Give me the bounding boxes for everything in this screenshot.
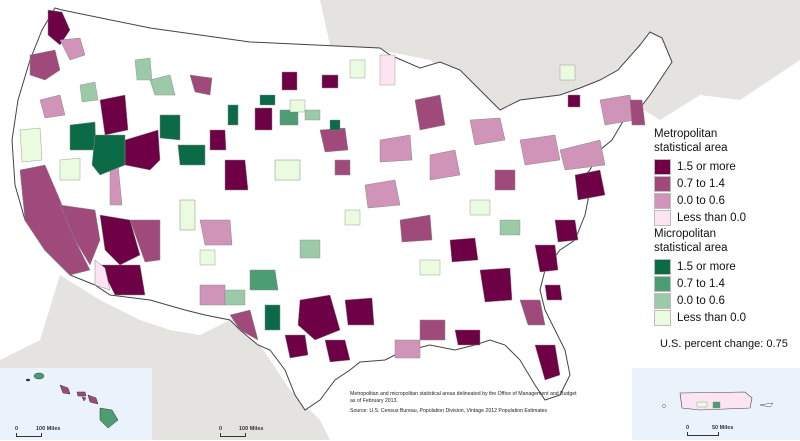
swatch-micro-3 bbox=[654, 292, 671, 309]
us-mainland bbox=[11, 7, 673, 411]
micro-legend-item: 0.0 to 0.6 bbox=[654, 292, 746, 309]
metro-legend-item: 1.5 or more bbox=[654, 158, 746, 175]
alaska-scale-bar: 0 100 Miles bbox=[219, 426, 279, 438]
scale-line bbox=[687, 432, 719, 436]
metro-legend-item: 0.7 to 1.4 bbox=[654, 175, 746, 192]
micro-legend-item: Less than 0.0 bbox=[654, 309, 746, 326]
swatch-micro-2 bbox=[654, 275, 671, 292]
metro-legend-item: 0.0 to 0.6 bbox=[654, 192, 746, 209]
scale-line bbox=[220, 433, 246, 437]
metro-legend-title: Metropolitan statistical area bbox=[654, 128, 728, 154]
micro-legend-item: 1.5 or more bbox=[654, 258, 746, 275]
swatch-metro-1 bbox=[654, 158, 671, 175]
swatch-metro-2 bbox=[654, 175, 671, 192]
hawaii-scale-bar: 0 100 Miles bbox=[14, 426, 60, 438]
source-note: Metropolitan and micropolitan statistica… bbox=[350, 391, 580, 419]
swatch-micro-4 bbox=[654, 309, 671, 326]
scale-line bbox=[16, 433, 42, 437]
us-percent-change: U.S. percent change: 0.75 bbox=[660, 338, 788, 350]
metro-areas bbox=[19, 9, 646, 381]
swatch-metro-3 bbox=[654, 192, 671, 209]
source-citation: Source: U.S. Census Bureau, Population D… bbox=[350, 408, 548, 414]
micro-legend: Micropolitan statistical area 1.5 or mor… bbox=[654, 227, 746, 326]
metro-legend-item: Less than 0.0 bbox=[654, 209, 746, 226]
micro-legend-item: 0.7 to 1.4 bbox=[654, 275, 746, 292]
micro-areas bbox=[19, 54, 576, 306]
canada-land-east bbox=[320, 0, 800, 120]
pr-scale-bar: 0 50 Miles bbox=[686, 425, 746, 441]
alaska-inset-bg bbox=[0, 368, 152, 440]
micro-legend-title: Micropolitan statistical area bbox=[654, 228, 728, 254]
hawaii-islands bbox=[25, 372, 119, 429]
swatch-micro-1 bbox=[654, 258, 671, 275]
metro-legend: Metropolitan statistical area 1.5 or mor… bbox=[654, 127, 746, 226]
swatch-metro-4 bbox=[654, 209, 671, 226]
delineation-note: Metropolitan and micropolitan statistica… bbox=[350, 391, 577, 404]
